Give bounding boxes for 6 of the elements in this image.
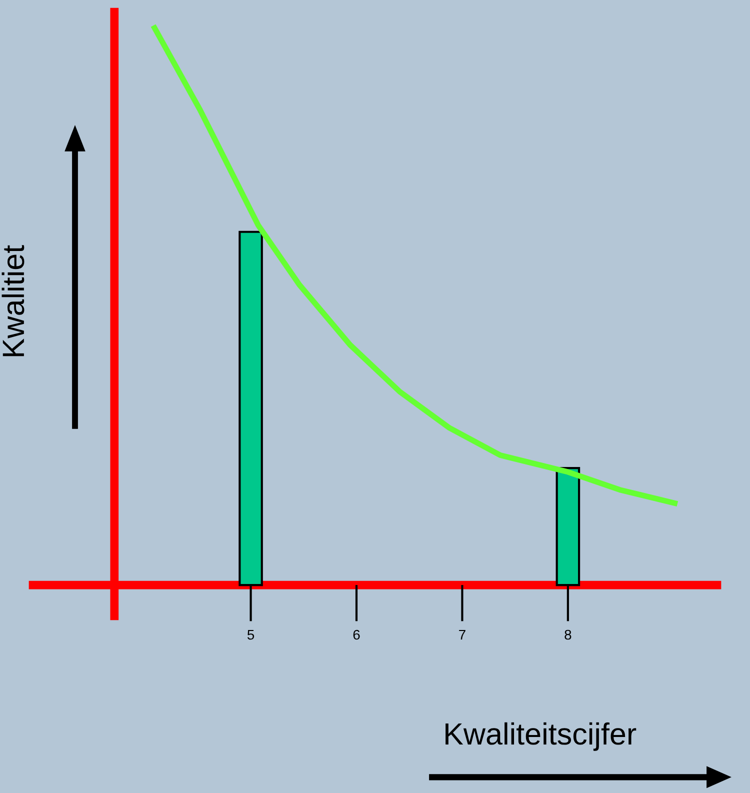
x-axis-title: Kwaliteitscijfer [446, 722, 636, 751]
y-axis-title: Kwalitiet [2, 245, 24, 356]
x-tick-label: 8 [564, 630, 572, 640]
x-tick-label: 6 [353, 630, 360, 640]
x-tick-label: 5 [247, 630, 254, 640]
x-tick-label: 7 [459, 630, 466, 640]
